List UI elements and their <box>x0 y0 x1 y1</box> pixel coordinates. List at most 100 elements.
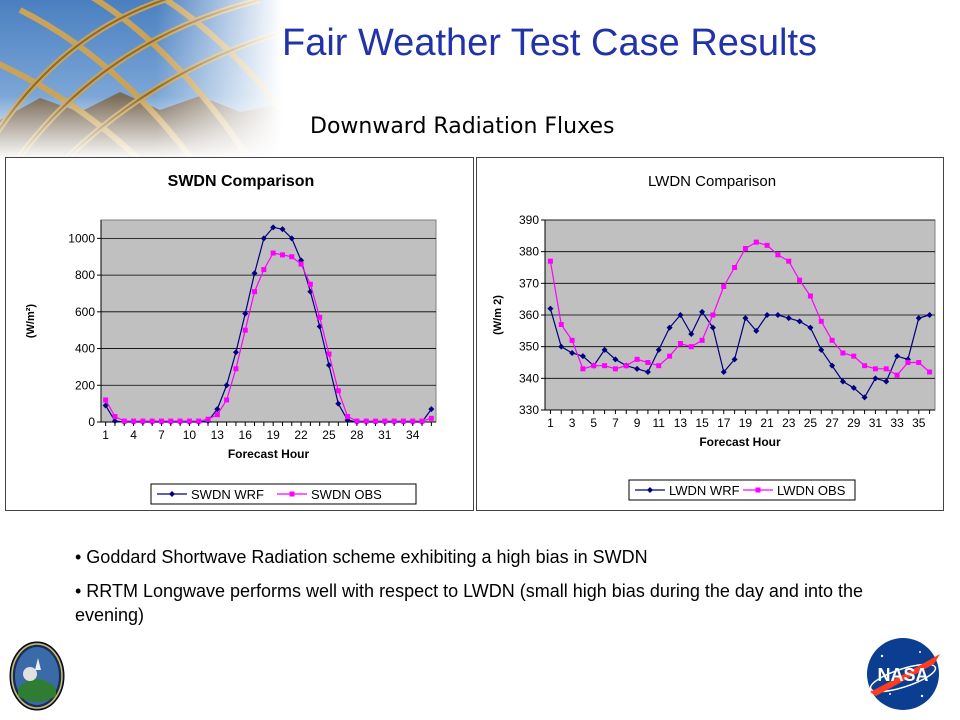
x-tick-label: 22 <box>294 428 308 442</box>
x-tick-label: 25 <box>322 428 336 442</box>
data-point <box>612 366 618 372</box>
data-point <box>645 360 651 365</box>
data-point <box>699 308 706 315</box>
data-point <box>601 346 608 353</box>
data-point <box>335 388 341 394</box>
data-point <box>785 315 792 322</box>
data-point <box>419 418 425 424</box>
y-tick-label: 800 <box>75 268 95 282</box>
data-point <box>121 418 127 424</box>
legend-marker <box>755 487 761 493</box>
data-point <box>547 258 553 264</box>
x-axis-label: Forecast Hour <box>699 435 781 449</box>
data-point <box>307 281 313 287</box>
data-point <box>102 402 109 409</box>
data-point <box>186 418 192 424</box>
data-point <box>363 418 369 424</box>
y-tick-label: 600 <box>75 305 95 319</box>
data-point <box>354 418 360 424</box>
x-tick-label: 13 <box>674 416 688 430</box>
x-tick-label: 10 <box>183 428 197 442</box>
data-point <box>753 239 759 245</box>
plot-area <box>100 219 437 423</box>
data-point <box>634 356 640 362</box>
data-point <box>818 318 824 324</box>
data-point <box>580 366 586 372</box>
x-tick-label: 1 <box>102 428 109 442</box>
data-point <box>710 312 716 318</box>
data-point <box>270 250 276 256</box>
data-point <box>796 318 803 325</box>
y-tick-label: 350 <box>519 340 539 354</box>
legend-label: SWDN OBS <box>311 487 382 502</box>
x-tick-label: 25 <box>804 416 818 430</box>
x-tick-label: 27 <box>825 416 839 430</box>
y-tick-label: 360 <box>519 308 539 322</box>
data-point <box>602 363 608 369</box>
data-point <box>569 350 576 356</box>
data-point <box>829 337 835 343</box>
data-point <box>623 363 629 369</box>
x-tick-label: 13 <box>211 428 225 442</box>
x-tick-label: 19 <box>266 428 280 442</box>
x-tick-label: 23 <box>782 416 796 430</box>
data-point <box>242 310 249 317</box>
data-point <box>742 315 749 322</box>
x-tick-label: 15 <box>695 416 709 430</box>
data-point <box>279 226 286 233</box>
data-point <box>775 252 781 258</box>
data-point <box>131 418 137 424</box>
data-point <box>742 246 748 251</box>
data-point <box>111 418 118 425</box>
x-tick-label: 31 <box>378 428 392 442</box>
series-line <box>549 308 930 399</box>
data-point <box>720 369 727 375</box>
legend-marker <box>647 487 653 493</box>
data-point <box>149 418 155 424</box>
x-tick-label: 3 <box>569 416 576 430</box>
data-point <box>579 353 586 360</box>
data-point <box>224 397 230 403</box>
x-tick-label: 28 <box>350 428 364 442</box>
data-point <box>233 366 239 372</box>
legend-marker <box>169 491 175 497</box>
data-point <box>428 415 434 421</box>
legend-label: SWDN WRF <box>191 487 264 502</box>
data-point <box>214 406 221 413</box>
data-point <box>764 242 770 248</box>
page-subtitle: Downward Radiation Fluxes <box>310 114 615 139</box>
data-point <box>103 397 109 403</box>
x-tick-label: 5 <box>590 416 597 430</box>
data-point <box>205 416 211 422</box>
data-point <box>915 315 922 322</box>
data-point <box>926 312 933 318</box>
data-point <box>916 360 922 365</box>
data-point <box>644 369 651 375</box>
data-point <box>288 235 295 242</box>
data-point <box>382 418 388 424</box>
data-point <box>786 258 792 264</box>
data-point <box>850 384 857 391</box>
y-tick-label: 380 <box>519 245 539 259</box>
x-tick-label: 7 <box>612 416 619 430</box>
data-point <box>905 360 911 365</box>
data-point <box>699 337 705 343</box>
data-point <box>861 394 868 401</box>
data-point <box>326 351 332 357</box>
mission-patch-icon <box>9 641 65 711</box>
data-point <box>214 412 220 418</box>
y-tick-label: 200 <box>75 378 95 392</box>
data-point <box>894 353 901 360</box>
data-point <box>797 277 803 283</box>
x-tick-label: 16 <box>239 428 253 442</box>
data-point <box>317 314 323 320</box>
legend: LWDN WRF LWDN OBS <box>628 479 856 501</box>
page-title: Fair Weather Test Case Results <box>282 22 818 64</box>
data-point <box>591 363 597 369</box>
data-point <box>667 353 673 359</box>
data-point <box>709 324 716 331</box>
data-point <box>158 418 164 424</box>
data-point <box>894 372 900 378</box>
data-point <box>764 312 771 318</box>
